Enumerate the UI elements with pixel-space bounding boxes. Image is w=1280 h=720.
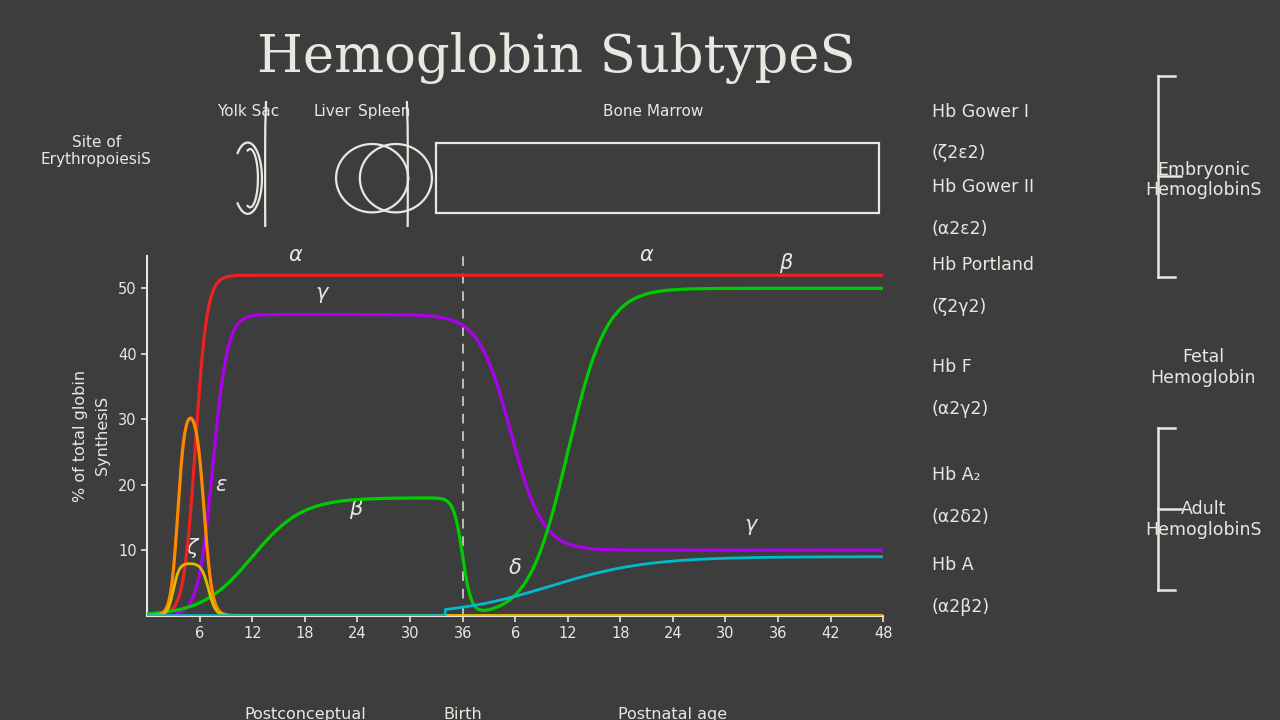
Text: Hb Portland: Hb Portland [932, 256, 1034, 274]
Text: Bone Marrow: Bone Marrow [603, 104, 704, 119]
Text: (α2δ2): (α2δ2) [932, 508, 989, 526]
Text: Site of
ErythropoiesiS: Site of ErythropoiesiS [41, 135, 152, 167]
Text: (α2ε2): (α2ε2) [932, 220, 988, 238]
Text: Hemoglobin SubtypeS: Hemoglobin SubtypeS [257, 32, 856, 84]
Text: Hb F: Hb F [932, 358, 972, 376]
Text: Adult
HemoglobinS: Adult HemoglobinS [1144, 500, 1262, 539]
Text: Hb A₂: Hb A₂ [932, 467, 980, 484]
Text: $\beta$: $\beta$ [348, 497, 364, 521]
Text: (ζ2γ2): (ζ2γ2) [932, 298, 987, 315]
Text: $\gamma$: $\gamma$ [744, 517, 759, 537]
Text: Hb Gower II: Hb Gower II [932, 179, 1034, 197]
Text: Birth: Birth [443, 707, 483, 720]
Text: (α2γ2): (α2γ2) [932, 400, 989, 418]
Text: Hb Gower I: Hb Gower I [932, 102, 1029, 120]
Text: $\zeta$: $\zeta$ [186, 536, 200, 560]
Text: Postconceptual
age (weekS): Postconceptual age (weekS) [244, 707, 366, 720]
Text: Liver: Liver [314, 104, 351, 119]
Text: Embryonic
HemoglobinS: Embryonic HemoglobinS [1144, 161, 1262, 199]
Text: $\alpha$: $\alpha$ [288, 246, 303, 266]
Text: $\delta$: $\delta$ [508, 557, 522, 577]
Text: Fetal
Hemoglobin: Fetal Hemoglobin [1151, 348, 1256, 387]
Text: $\alpha$: $\alpha$ [639, 246, 654, 266]
Text: Yolk Sac: Yolk Sac [216, 104, 279, 119]
Text: (ζ2ε2): (ζ2ε2) [932, 144, 986, 163]
Text: $\varepsilon$: $\varepsilon$ [215, 474, 228, 495]
Text: Spleen: Spleen [358, 104, 410, 119]
Text: $\gamma$: $\gamma$ [315, 284, 330, 305]
Text: Hb A: Hb A [932, 556, 974, 575]
Bar [435, 143, 879, 213]
Text: (α2β2): (α2β2) [932, 598, 989, 616]
Text: Postnatal age
(weekS): Postnatal age (weekS) [618, 707, 727, 720]
Text: $\beta$: $\beta$ [780, 251, 794, 275]
Y-axis label: % of total globin
SynthesiS: % of total globin SynthesiS [73, 369, 110, 502]
